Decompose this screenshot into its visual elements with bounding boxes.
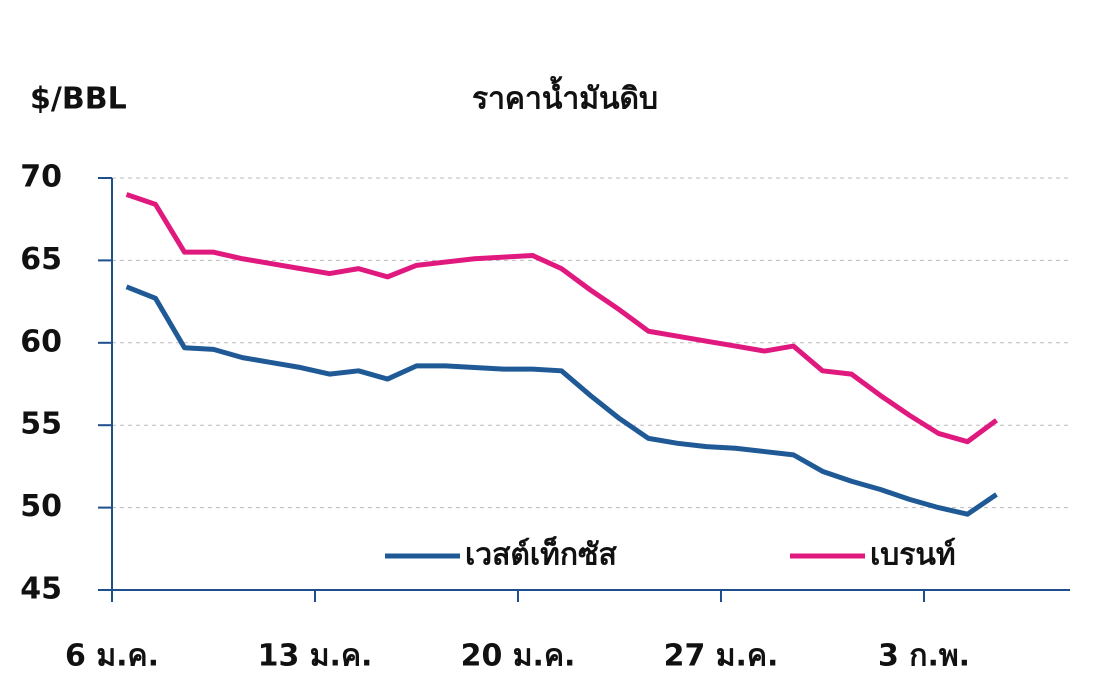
y-tick-label: 70: [20, 160, 62, 195]
y-axis-label: $/BBL: [30, 82, 127, 117]
x-tick-label: 3 ก.พ.: [878, 639, 970, 674]
chart-title: ราคาน้ำมันดิบ: [472, 76, 658, 117]
legend-label: เวสต์เท็กซัส: [465, 536, 617, 573]
x-tick-label: 6 ม.ค.: [65, 639, 159, 674]
x-tick-label: 27 ม.ค.: [664, 639, 779, 674]
x-tick-label: 20 ม.ค.: [461, 639, 576, 674]
line-series: [125, 284, 998, 517]
y-tick-label: 65: [20, 242, 62, 277]
y-tick-label: 55: [20, 407, 62, 442]
x-tick-label: 13 ม.ค.: [258, 639, 373, 674]
y-tick-label: 45: [20, 572, 62, 607]
y-tick-label: 50: [20, 489, 62, 524]
y-tick-label: 60: [20, 324, 62, 359]
line-series: [125, 192, 998, 445]
legend-label: เบรนท์: [870, 538, 956, 573]
